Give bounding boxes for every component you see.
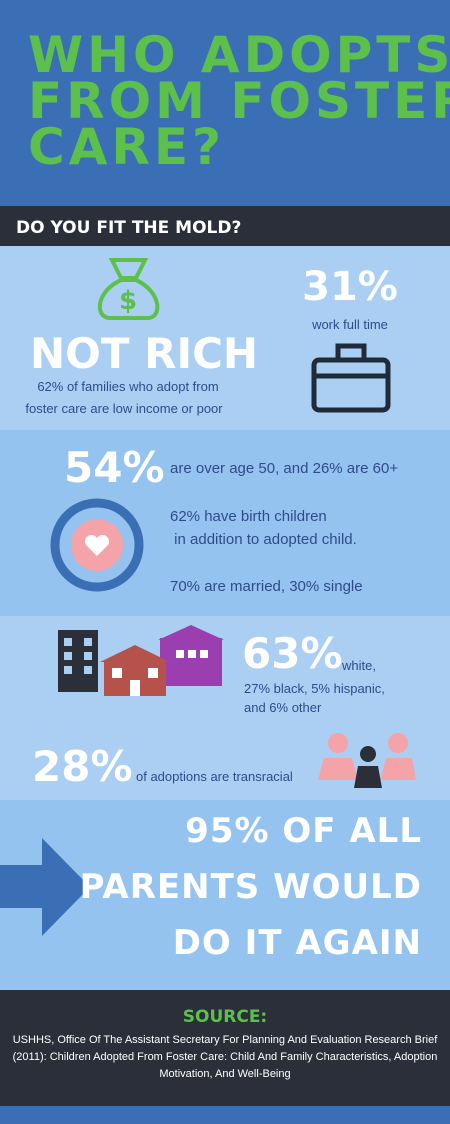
again-line: PARENTS WOULD bbox=[80, 867, 422, 907]
header-bg bbox=[0, 0, 450, 206]
source-text: Motivation, And Well-Being bbox=[159, 1068, 290, 1080]
source-bg bbox=[0, 990, 450, 1106]
source-title: SOURCE: bbox=[183, 1007, 267, 1027]
family-icon bbox=[318, 733, 416, 788]
race-text: and 6% other bbox=[244, 700, 322, 715]
subtitle: DO YOU FIT THE MOLD? bbox=[16, 218, 241, 238]
race-text: white, bbox=[341, 658, 376, 673]
title-line: WHO ADOPTS bbox=[28, 26, 450, 84]
marriage-text: 70% are married, 30% single bbox=[170, 578, 363, 595]
race-text: 27% black, 5% hispanic, bbox=[244, 681, 385, 696]
again-line: 95% OF ALL bbox=[185, 811, 422, 851]
footer-bg bbox=[0, 1106, 450, 1124]
work-stat: 31% bbox=[302, 264, 398, 310]
briefcase-icon bbox=[311, 343, 391, 413]
title: WHO ADOPTS FROM FOSTER CARE? bbox=[28, 26, 450, 176]
source-text: (2011): Children Adopted From Foster Car… bbox=[13, 1051, 438, 1063]
section-bg bbox=[0, 246, 450, 430]
income-text: foster care are low income or poor bbox=[25, 401, 223, 416]
buildings-icon bbox=[58, 625, 224, 696]
age-stat: 54% bbox=[64, 443, 165, 492]
heart-target-icon bbox=[50, 498, 144, 592]
transracial-stat: 28% bbox=[32, 742, 133, 791]
subheader-bg bbox=[0, 206, 450, 246]
money-bag-icon: $ bbox=[97, 258, 160, 320]
race-stat: 63% bbox=[242, 629, 343, 678]
transracial-text: of adoptions are transracial bbox=[136, 769, 293, 784]
arrow-icon bbox=[0, 838, 90, 936]
work-text: work full time bbox=[311, 317, 388, 332]
title-line: FROM FOSTER bbox=[28, 72, 450, 130]
income-headline: NOT RICH bbox=[30, 329, 258, 378]
svg-text:$: $ bbox=[119, 286, 137, 316]
source-text: USHHS, Office Of The Assistant Secretary… bbox=[13, 1034, 438, 1046]
title-line: CARE? bbox=[28, 118, 225, 176]
income-text: 62% of families who adopt from bbox=[37, 379, 218, 394]
again-line: DO IT AGAIN bbox=[173, 923, 422, 963]
children-text: 62% have birth children bbox=[170, 508, 327, 525]
children-text: in addition to adopted child. bbox=[170, 531, 357, 548]
age-text: are over age 50, and 26% are 60+ bbox=[170, 460, 398, 477]
